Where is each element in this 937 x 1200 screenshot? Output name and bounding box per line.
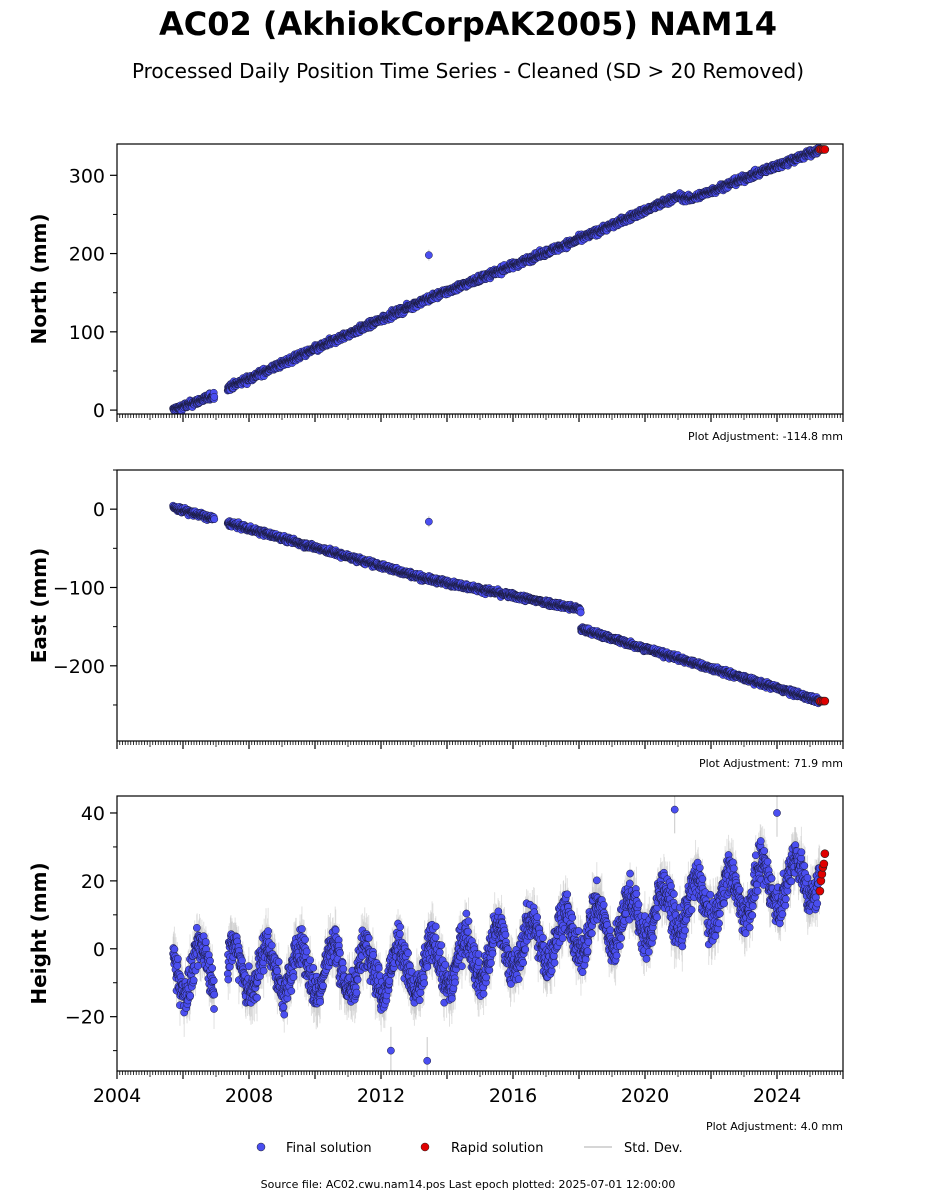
- north-outlier-point: [425, 251, 433, 259]
- chart-title: AC02 (AkhiokCorpAK2005) NAM14: [159, 5, 777, 43]
- north-ytick-label: 200: [69, 244, 105, 266]
- north-ytick-label: 300: [69, 165, 105, 187]
- north-data-point: [210, 392, 219, 401]
- north-final-points: [169, 144, 830, 414]
- north-ytick-label: 0: [93, 400, 105, 422]
- chart-subtitle: Processed Daily Position Time Series - C…: [132, 59, 804, 83]
- north-ytick-label: 100: [69, 322, 105, 344]
- north-rapid-point: [820, 145, 830, 154]
